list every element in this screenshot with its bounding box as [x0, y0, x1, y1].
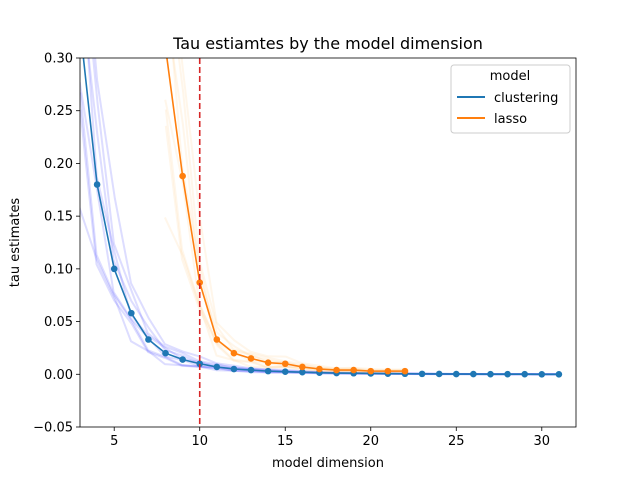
data-point-lasso: [367, 367, 375, 375]
uncertainty-bands: [80, 58, 560, 376]
band-line-clustering: [80, 206, 559, 376]
x-axis-title: model dimension: [272, 456, 384, 471]
data-point-clustering: [281, 368, 289, 375]
band-line-clustering: [87, 58, 559, 376]
data-point-clustering: [418, 370, 426, 378]
data-point-clustering: [213, 363, 221, 371]
x-tick-label: 25: [448, 434, 465, 449]
data-point-clustering: [179, 356, 186, 363]
data-point-clustering: [487, 370, 494, 378]
data-point-clustering: [196, 360, 204, 368]
y-tick-label: −0.05: [33, 421, 73, 436]
data-point-clustering: [264, 367, 272, 375]
band-line-lasso: [172, 58, 406, 372]
legend-label-clustering: clustering: [494, 91, 558, 106]
band-line-clustering: [87, 58, 559, 376]
data-point-clustering: [435, 370, 443, 378]
x-tick-label: 15: [277, 434, 294, 449]
x-tick-label: 20: [362, 434, 379, 449]
data-point-lasso: [196, 279, 204, 286]
x-tick-label: 5: [110, 434, 118, 449]
series-line-lasso: [166, 58, 405, 372]
data-point-clustering: [230, 365, 238, 373]
y-tick-label: 0.15: [44, 210, 73, 225]
band-line-clustering: [80, 109, 560, 376]
data-point-lasso: [384, 367, 392, 375]
x-tick-label: 30: [534, 434, 551, 449]
band-line-lasso: [164, 125, 405, 374]
data-point-clustering: [521, 370, 528, 378]
data-point-clustering: [504, 370, 511, 378]
band-line-lasso: [164, 109, 405, 374]
data-point-clustering: [93, 181, 101, 188]
data-point-lasso: [350, 366, 357, 374]
y-tick-label: 0.05: [44, 315, 73, 330]
data-point-lasso: [230, 349, 238, 357]
legend-box: [450, 64, 571, 134]
band-line-lasso: [163, 216, 406, 374]
band-line-lasso: [180, 58, 406, 371]
legend-label-lasso: lasso: [494, 112, 527, 127]
data-point-lasso: [281, 360, 289, 368]
band-line-lasso: [164, 99, 406, 373]
data-point-lasso: [162, 44, 169, 51]
y-tick-label: 0.00: [44, 368, 73, 383]
data-point-clustering: [162, 349, 169, 357]
data-point-clustering: [299, 368, 306, 376]
data-point-clustering: [470, 370, 477, 378]
data-point-lasso: [299, 363, 306, 371]
data-point-lasso: [333, 366, 340, 374]
y-axis-title: tau estimates: [8, 198, 23, 288]
data-point-lasso: [316, 365, 323, 373]
band-line-clustering: [94, 58, 559, 376]
y-tick-label: 0.30: [44, 52, 73, 67]
plot-frame: [79, 57, 577, 428]
band-line-clustering: [92, 58, 560, 376]
legend: model clustering lasso: [450, 64, 571, 134]
data-point-clustering: [538, 370, 546, 378]
data-point-lasso: [213, 336, 221, 343]
legend-title: model: [490, 69, 530, 84]
data-point-clustering: [128, 309, 135, 317]
chart-title: Tau estiamtes by the model dimension: [172, 34, 483, 53]
y-tick-label: 0.20: [44, 157, 73, 172]
data-point-clustering: [77, 23, 84, 30]
series-layer: [77, 23, 563, 378]
data-point-lasso: [247, 355, 255, 362]
data-point-clustering: [555, 370, 563, 378]
y-tick-label: 0.10: [44, 262, 73, 277]
data-point-clustering: [452, 370, 460, 378]
data-point-lasso: [179, 172, 186, 180]
x-axis: 5 10 15 20 25 30: [110, 427, 550, 449]
y-axis: −0.05 0.00 0.05 0.10 0.15 0.20 0.25 0.30: [33, 52, 80, 436]
x-tick-label: 10: [191, 434, 208, 449]
data-point-lasso: [401, 367, 409, 375]
data-point-clustering: [110, 265, 118, 273]
data-point-clustering: [247, 366, 255, 374]
y-tick-label: 0.25: [44, 104, 73, 119]
data-point-lasso: [264, 359, 272, 366]
data-point-clustering: [145, 336, 152, 343]
